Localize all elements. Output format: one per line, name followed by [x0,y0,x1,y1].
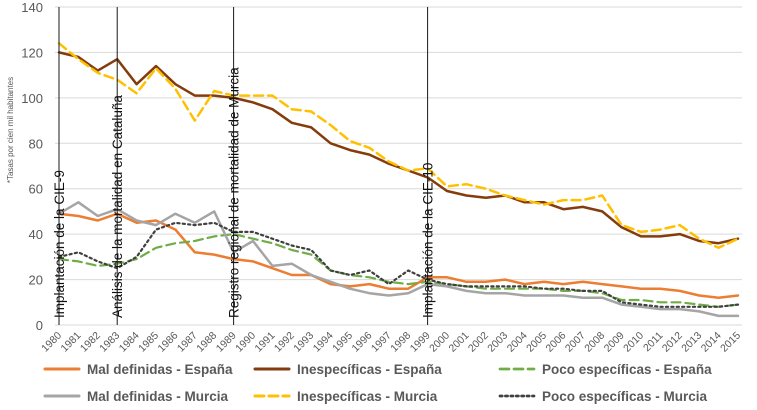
series-line-1 [57,212,740,299]
y-tick-label: 60 [29,182,43,197]
series-line-4 [57,201,740,318]
x-tick-label: 1994 [311,330,336,355]
x-tick-label: 2011 [641,330,666,355]
series-lines [57,42,740,318]
x-tick-label: 1999 [408,330,433,355]
legend-label-5: Inespecíficas - Murcia [297,389,438,404]
x-axis-ticks: 1980198119821983198419851986198719881989… [39,330,743,355]
x-tick-label: 1997 [369,330,394,355]
x-tick-label: 1984 [117,330,142,355]
x-tick-label: 2013 [679,330,704,355]
y-tick-label: 0 [36,318,43,333]
x-tick-label: 1992 [272,330,297,355]
legend-label-1: Mal definidas - España [87,362,233,377]
y-tick-label: 80 [29,136,43,151]
x-tick-label: 1987 [175,330,200,355]
legend-label-4: Mal definidas - Murcia [87,389,229,404]
annotation-label-3: Registro regional de mortalidad de Murci… [227,67,242,318]
series-line-6 [57,221,740,308]
x-tick-label: 2006 [544,330,569,355]
x-tick-label: 2003 [485,330,510,355]
x-tick-label: 1982 [78,330,103,355]
y-axis-label: *Tasas por cien mil habitantes [6,77,15,183]
y-tick-label: 100 [21,91,43,106]
gridlines [55,6,742,326]
annotation-label-4: Implantación de la CIE-10 [421,163,436,318]
x-tick-label: 1986 [156,330,181,355]
y-tick-label: 40 [29,227,43,242]
y-axis-ticks: 0 20 40 60 80 100 120 140 [21,0,43,333]
x-tick-label: 1995 [330,330,355,355]
x-tick-label: 1985 [136,330,161,355]
legend-label-2: Inespecíficas - España [297,362,442,377]
x-tick-label: 1990 [233,330,258,355]
y-tick-label: 20 [29,273,43,288]
y-tick-label: 120 [21,45,43,60]
x-tick-label: 2015 [718,330,743,355]
x-tick-label: 2008 [582,330,607,355]
x-tick-label: 1981 [59,330,84,355]
x-tick-label: 1983 [97,330,122,355]
x-tick-label: 2002 [466,330,491,355]
x-tick-label: 2012 [660,330,685,355]
x-tick-label: 2005 [524,330,549,355]
x-tick-label: 1989 [214,330,239,355]
x-tick-label: 2009 [602,330,627,355]
y-tick-label: 140 [21,0,43,15]
x-tick-label: 1980 [39,330,64,355]
x-tick-label: 1993 [291,330,316,355]
series-line-3 [57,233,740,308]
annotation-label-2: Análisis de la mortalidad en Cataluña [110,95,125,318]
legend: Mal definidas - España Inespecíficas - Es… [43,362,712,404]
x-tick-label: 1991 [253,330,278,355]
x-tick-label: 2001 [447,330,472,355]
series-line-5 [57,42,740,250]
x-tick-label: 1998 [388,330,413,355]
x-tick-label: 2000 [427,330,452,355]
x-tick-label: 2007 [563,330,588,355]
legend-label-6: Poco específicas - Murcia [542,389,708,404]
annotation-label-1: Implantación de la CIE-9 [52,170,67,318]
x-tick-label: 1988 [194,330,219,355]
series-line-2 [57,51,740,245]
x-tick-label: 2004 [505,330,530,355]
x-tick-label: 2014 [699,330,724,355]
x-tick-label: 2010 [621,330,646,355]
annotations: Implantación de la CIE-9 Análisis de la m… [52,7,436,325]
x-tick-label: 1996 [350,330,375,355]
legend-label-3: Poco específicas - España [542,362,712,377]
